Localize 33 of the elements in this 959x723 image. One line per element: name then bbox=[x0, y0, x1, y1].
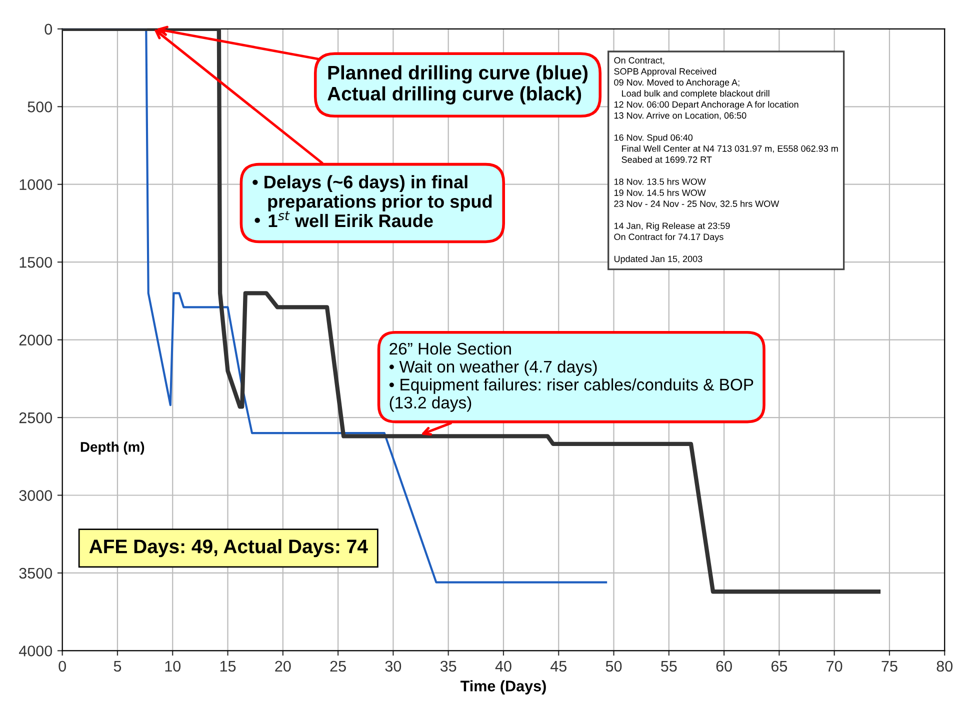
x-tick-label: 65 bbox=[771, 660, 788, 672]
x-tick-label: 30 bbox=[385, 660, 402, 672]
x-tick-label: 55 bbox=[661, 660, 677, 672]
y-tick-label: 500 bbox=[28, 102, 52, 112]
annotation: • Delays (~6 days) in final preparations prior to spud • 1$^{st}$ well Eirik Raude bbox=[252, 175, 492, 228]
x-tick-label: 80 bbox=[936, 660, 953, 672]
y-tick-label: 1000 bbox=[20, 179, 52, 190]
x-tick-label: 5 bbox=[114, 660, 122, 672]
x-tick-label: 70 bbox=[826, 660, 842, 672]
x-tick-label: 20 bbox=[275, 660, 291, 672]
y-tick-label: 2000 bbox=[19, 334, 52, 346]
x-tick-label: 60 bbox=[716, 660, 732, 672]
annotation: 26” Hole Section • Wait on weather (4.7 days) • Equipment failures: riser cables/conduits & BOP (13.2 days) bbox=[389, 342, 754, 412]
annotation: AFE Days: 49, Actual Days: 74 bbox=[89, 539, 368, 558]
y-tick-label: 3000 bbox=[19, 490, 52, 501]
annotation: Planned drilling curve (blue) Actual drilling curve (black) bbox=[328, 65, 588, 104]
x-tick-label: 0 bbox=[58, 660, 66, 672]
x-tick-label: 75 bbox=[882, 660, 898, 672]
x-tick-label: 25 bbox=[330, 660, 346, 672]
y-tick-label: 1500 bbox=[20, 256, 52, 268]
y-tick-label: 4000 bbox=[18, 646, 52, 656]
y-tick-label: 0 bbox=[44, 24, 52, 35]
x-tick-label: 50 bbox=[606, 660, 622, 672]
y-axis-title: Depth (m) bbox=[80, 442, 144, 455]
y-tick-label: 2500 bbox=[19, 412, 52, 424]
y-tick-label: 3500 bbox=[19, 568, 52, 579]
x-tick-label: 35 bbox=[440, 660, 456, 672]
x-tick-label: 10 bbox=[165, 660, 181, 672]
x-axis-title: Time (Days) bbox=[460, 680, 546, 694]
x-tick-label: 45 bbox=[550, 660, 566, 672]
x-tick-label: 40 bbox=[495, 660, 512, 672]
text: On Contract, SOPB Approval Received 09 Nov. Moved to Anchorage A; Load bulk and complete blackout drill 12 Nov. 06:00 Depart Anchorage A for location 13 Nov. Arrive on Location, 06:50 16 Nov. Spud 06:40 Final Well Center at N4 713 031.97 m, E558 062.93 m Seabed at 1699.72 RT 18 Nov. 13.5 hrs WOW 19 Nov. 14.5 hrs WOW 23 Nov - 24 Nov - 25 Nov, 32.5 hrs WOW 14 Jan, Rig Release at 23:59 On Contract for 74.17 Days Updated Jan 15, 2003 bbox=[614, 57, 838, 264]
x-tick-label: 15 bbox=[220, 660, 236, 672]
